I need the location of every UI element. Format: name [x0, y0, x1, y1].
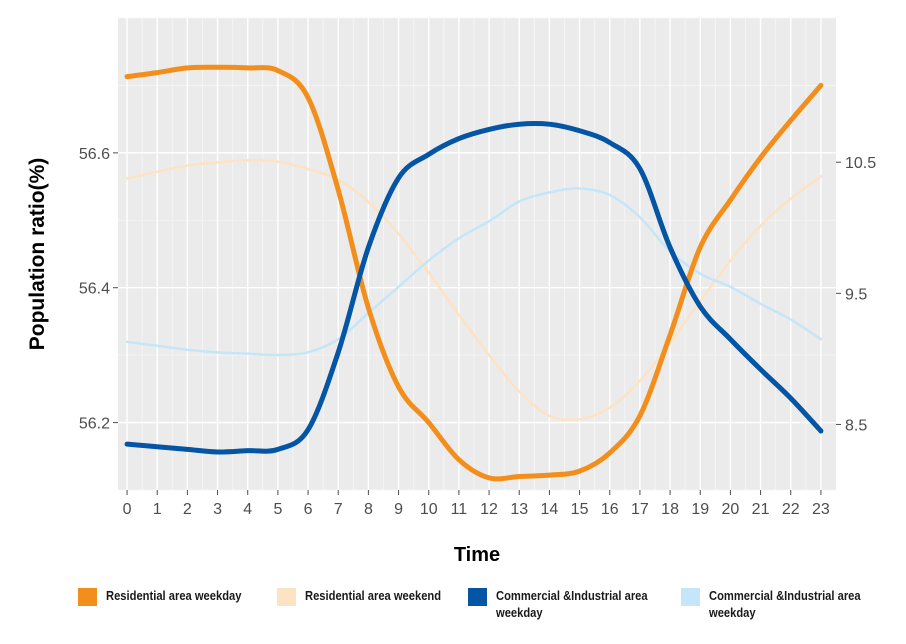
- x-axis-title: Time: [454, 544, 500, 566]
- x-tick-label: 15: [571, 501, 589, 518]
- x-tick-label: 0: [123, 501, 132, 518]
- x-tick-label: 13: [510, 501, 528, 518]
- legend: Residential area weekday Residential are…: [0, 582, 906, 642]
- x-tick-label: 10: [420, 501, 438, 518]
- plot-background: [118, 18, 836, 490]
- x-tick-label: 6: [304, 501, 313, 518]
- x-tick-label: 11: [451, 501, 468, 518]
- x-tick-label: 22: [782, 501, 800, 518]
- y-left-tick-label: 56.4: [79, 281, 110, 298]
- x-tick-label: 8: [364, 501, 373, 518]
- legend-label: Commercial &Industrial area weekday: [709, 588, 861, 620]
- x-tick-label: 19: [691, 501, 709, 518]
- y-left-tick-label: 56.2: [79, 416, 110, 433]
- legend-label: Residential area weekend: [305, 588, 442, 603]
- series-layer: [124, 64, 824, 482]
- x-tick-label: 16: [601, 501, 619, 518]
- legend-swatch: [681, 588, 700, 606]
- legend-item-residential-weekday: Residential area weekday: [78, 582, 264, 606]
- x-tick-label: 21: [752, 501, 770, 518]
- x-tick-label: 5: [273, 501, 282, 518]
- series-line-2: [125, 187, 823, 357]
- x-tick-label: 7: [334, 501, 343, 518]
- y-right-tick-label: 8.5: [845, 417, 867, 434]
- legend-swatch: [468, 588, 487, 606]
- major-gridlines: [118, 18, 836, 490]
- x-tick-label: 4: [243, 501, 252, 518]
- legend-swatch: [277, 588, 296, 606]
- x-tick-label: 20: [722, 501, 740, 518]
- line-chart: 0 1 2 3 4 5 6 7 8 9 10 11 12 13 14 15 16 17 18 19 20 21 22 23 5…: [26, 17, 876, 566]
- series-line-1: [125, 158, 823, 422]
- y-left-tick-label: 56.6: [79, 146, 110, 163]
- legend-item-residential-weekend: Residential area weekend: [277, 582, 463, 606]
- y-axis-left-ticks: 56.2 56.4 56.6: [79, 146, 118, 433]
- x-tick-label: 2: [183, 501, 192, 518]
- y-right-tick-label: 9.5: [845, 286, 867, 303]
- legend-item-commercial-weekday-light: Commercial &Industrial area weekday: [681, 582, 906, 621]
- legend-label: Residential area weekday: [106, 588, 242, 603]
- x-tick-label: 17: [631, 501, 649, 518]
- legend-label: Commercial &Industrial area weekday: [496, 588, 648, 620]
- x-tick-label: 1: [153, 501, 162, 518]
- x-tick-label: 12: [480, 501, 498, 518]
- legend-item-commercial-weekday: Commercial &Industrial area weekday: [468, 582, 701, 621]
- x-tick-label: 3: [213, 501, 222, 518]
- series-line-3: [124, 64, 824, 482]
- x-tick-label: 14: [541, 501, 559, 518]
- x-tick-label: 9: [394, 501, 403, 518]
- series-line-4: [124, 120, 824, 455]
- y-right-tick-label: 10.5: [845, 155, 876, 172]
- x-axis-ticks: 0 1 2 3 4 5 6 7 8 9 10 11 12 13 14 15 16 17 18 19 20 21 22 23: [123, 490, 830, 518]
- x-tick-label: 18: [661, 501, 679, 518]
- legend-swatch: [78, 588, 97, 606]
- y-axis-right-ticks: 8.5 9.5 10.5: [836, 155, 876, 434]
- x-tick-label: 23: [812, 501, 830, 518]
- y-axis-title: Population ratio(%): [26, 158, 49, 351]
